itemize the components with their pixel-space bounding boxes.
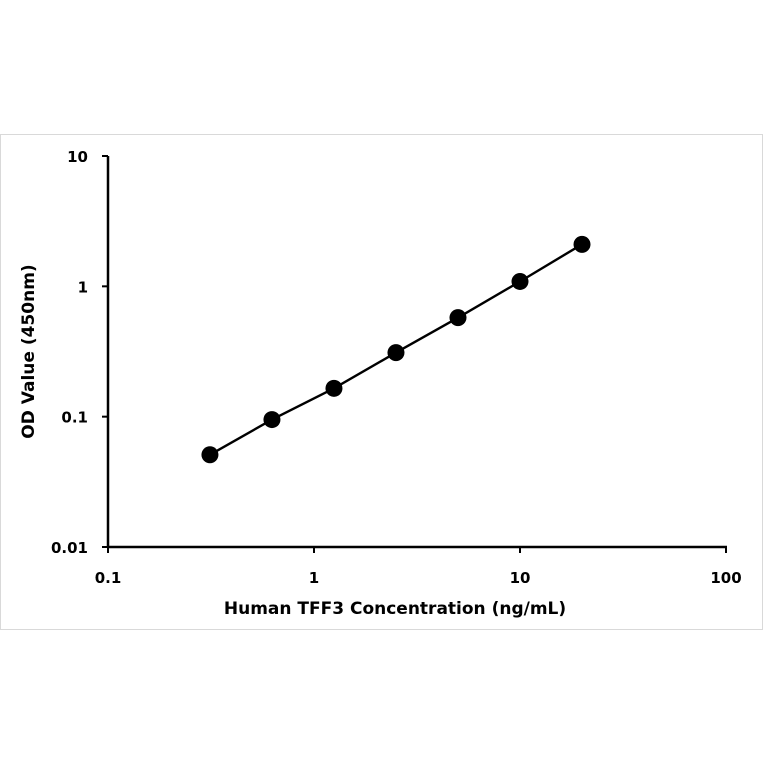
y-tick-label: 0.01 <box>51 539 88 557</box>
y-tick-label: 10 <box>67 148 88 166</box>
data-series <box>201 235 591 464</box>
data-point <box>387 344 405 362</box>
x-axis-ticks: 0.1 1 10 100 <box>95 547 742 587</box>
data-point <box>449 309 467 327</box>
y-tick-label: 0.1 <box>61 409 88 427</box>
data-point <box>511 272 529 290</box>
x-tick-label: 100 <box>710 569 741 587</box>
x-tick-label: 1 <box>309 569 319 587</box>
data-point <box>573 235 591 253</box>
axes <box>106 156 727 549</box>
y-axis-ticks: 0.01 0.1 1 10 <box>51 148 108 557</box>
data-point <box>263 411 281 429</box>
data-point <box>201 446 219 464</box>
x-tick-label: 0.1 <box>95 569 122 587</box>
y-tick-label: 1 <box>78 278 88 296</box>
y-axis-title: OD Value (450nm) <box>19 264 39 438</box>
x-axis-title: Human TFF3 Concentration (ng/mL) <box>224 599 566 619</box>
x-tick-label: 10 <box>510 569 531 587</box>
data-point <box>325 379 343 397</box>
